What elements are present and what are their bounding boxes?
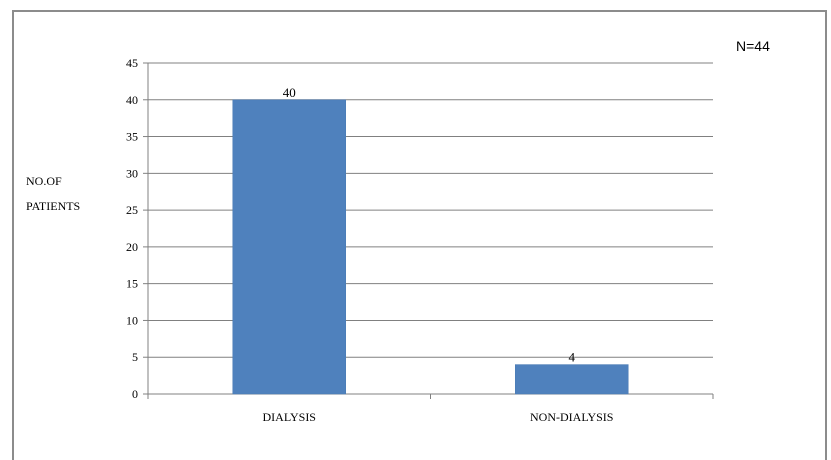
y-axis-label: NO.OF PATIENTS <box>26 174 80 213</box>
y-tick-label-10: 10 <box>126 313 138 327</box>
y-tick-label-35: 35 <box>126 130 138 144</box>
chart-frame <box>12 10 827 460</box>
bars <box>232 99 629 395</box>
y-tick-label-5: 5 <box>132 350 138 364</box>
y-tick-labels: 0 5 10 15 20 25 30 35 40 45 <box>126 56 138 401</box>
y-tick-label-15: 15 <box>126 277 138 291</box>
y-tick-label-25: 25 <box>126 203 138 217</box>
sample-size-annotation: N=44 <box>736 38 770 54</box>
y-tick-label-30: 30 <box>126 166 138 180</box>
x-tick-label-non-dialysis: NON-DIALYSIS <box>530 410 613 424</box>
data-label-non-dialysis: 4 <box>569 350 576 365</box>
x-tick-label-dialysis: DIALYSIS <box>263 410 316 424</box>
y-tick-label-20: 20 <box>126 240 138 254</box>
x-tick-labels: DIALYSIS NON-DIALYSIS <box>263 410 614 424</box>
data-labels: 40 4 <box>283 85 576 365</box>
bar-dialysis <box>232 99 346 395</box>
y-axis-label-line-2: PATIENTS <box>26 199 80 213</box>
y-tick-label-0: 0 <box>132 387 138 401</box>
bar-non-dialysis <box>515 364 629 395</box>
y-tick-label-45: 45 <box>126 56 138 70</box>
y-axis-label-line-1: NO.OF <box>26 174 62 188</box>
data-label-dialysis: 40 <box>283 85 296 100</box>
axes <box>143 62 714 399</box>
y-tick-label-40: 40 <box>126 93 138 107</box>
